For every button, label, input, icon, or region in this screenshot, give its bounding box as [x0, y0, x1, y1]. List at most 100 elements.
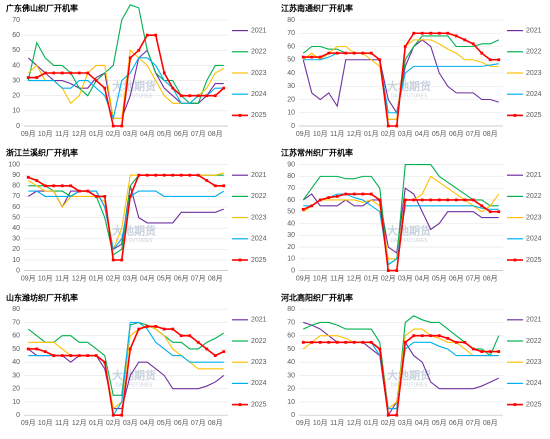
point-marker — [162, 327, 166, 331]
point-marker — [154, 325, 158, 328]
watermark: 大地期货 — [112, 368, 156, 382]
series-line — [28, 324, 224, 410]
y-tick-label: 20 — [12, 386, 20, 393]
watermark: DADI FUTURES — [391, 383, 429, 389]
point-marker — [488, 58, 492, 62]
point-marker — [26, 175, 30, 179]
y-tick-label: 70 — [287, 185, 295, 192]
point-marker — [26, 76, 30, 79]
legend-label: 2023 — [251, 70, 267, 77]
y-tick-label: 50 — [287, 346, 295, 353]
x-tick-label: 10月 — [313, 419, 328, 427]
point-marker — [429, 31, 433, 35]
y-tick-label: 0 — [16, 123, 20, 130]
x-tick-label: 10月 — [313, 274, 328, 282]
y-tick-label: 90 — [12, 172, 20, 179]
point-marker — [361, 192, 365, 196]
point-marker — [420, 334, 424, 338]
legend-label: 2025 — [526, 401, 542, 408]
x-tick-label: 11月 — [55, 274, 69, 282]
legend-label: 2022 — [251, 49, 267, 56]
point-marker — [171, 173, 175, 177]
y-tick-label: 20 — [287, 386, 295, 393]
point-marker — [205, 94, 209, 98]
y-tick-label: 80 — [287, 306, 295, 313]
x-tick-label: 07月 — [466, 274, 481, 282]
legend-label: 2022 — [526, 338, 542, 345]
watermark: DADI FUTURES — [391, 238, 429, 244]
y-tick-label: 80 — [12, 183, 20, 190]
point-marker — [361, 51, 365, 55]
watermark: DADI FUTURES — [116, 93, 154, 99]
legend-marker — [238, 258, 242, 262]
chart-title: 江苏常州织厂开机率 — [281, 148, 353, 158]
x-tick-label: 08月 — [208, 130, 223, 138]
watermark: 大地期货 — [387, 368, 431, 382]
x-tick-label: 05月 — [157, 130, 172, 138]
point-marker — [94, 195, 98, 198]
point-marker — [301, 55, 305, 59]
y-tick-label: 0 — [291, 267, 295, 274]
x-tick-label: 08月 — [483, 274, 498, 282]
legend-label: 2023 — [526, 359, 542, 366]
x-tick-label: 07月 — [191, 274, 206, 282]
x-tick-label: 06月 — [174, 274, 189, 282]
point-marker — [111, 258, 115, 262]
y-tick-label: 0 — [16, 412, 20, 419]
y-tick-label: 60 — [287, 333, 295, 340]
y-tick-label: 90 — [287, 161, 295, 168]
point-marker — [35, 347, 39, 351]
y-tick-label: 30 — [12, 77, 20, 84]
x-tick-label: 01月 — [364, 419, 379, 427]
x-tick-label: 05月 — [432, 274, 447, 282]
y-tick-label: 10 — [12, 108, 20, 115]
series-line — [303, 32, 499, 127]
y-tick-label: 70 — [12, 193, 20, 200]
y-tick-label: 30 — [12, 372, 20, 379]
legend-label: 2025 — [526, 112, 542, 119]
series-line — [27, 4, 224, 104]
point-marker — [94, 354, 98, 357]
legend-marker — [513, 114, 517, 117]
chart-title: 山东潍坊织厂开机率 — [6, 292, 78, 302]
point-marker — [403, 198, 407, 202]
point-marker — [386, 124, 390, 128]
y-tick-label: 20 — [12, 246, 20, 253]
x-tick-label: 09月 — [21, 130, 36, 138]
point-marker — [497, 58, 501, 62]
point-marker — [369, 192, 373, 196]
y-tick-label: 40 — [287, 359, 295, 366]
legend-label: 2024 — [526, 236, 542, 243]
x-tick-label: 06月 — [449, 274, 464, 282]
x-tick-label: 04月 — [415, 274, 430, 282]
x-tick-label: 09月 — [296, 419, 311, 427]
watermark: 大地期货 — [387, 224, 431, 238]
x-tick-label: 02月 — [381, 130, 396, 138]
point-marker — [327, 51, 331, 55]
point-marker — [43, 350, 47, 353]
x-tick-label: 12月 — [347, 274, 362, 282]
y-tick-label: 60 — [12, 32, 20, 39]
point-marker — [352, 51, 356, 55]
x-tick-label: 05月 — [157, 274, 172, 282]
series-line — [27, 174, 224, 261]
x-tick-label: 04月 — [415, 130, 430, 138]
point-marker — [77, 354, 81, 357]
point-marker — [301, 207, 305, 211]
x-tick-label: 12月 — [72, 130, 87, 138]
point-marker — [171, 86, 175, 90]
point-marker — [488, 350, 492, 353]
y-tick-label: 100 — [8, 161, 20, 168]
point-marker — [213, 184, 217, 188]
legend-label: 2023 — [251, 359, 267, 366]
point-marker — [145, 173, 149, 177]
point-marker — [35, 179, 39, 182]
point-marker — [395, 413, 399, 417]
point-marker — [86, 71, 90, 75]
point-marker — [137, 48, 141, 52]
x-tick-label: 07月 — [466, 130, 481, 138]
point-marker — [103, 195, 107, 198]
x-tick-label: 08月 — [483, 130, 498, 138]
y-tick-label: 10 — [287, 110, 295, 117]
x-tick-label: 02月 — [106, 419, 121, 427]
